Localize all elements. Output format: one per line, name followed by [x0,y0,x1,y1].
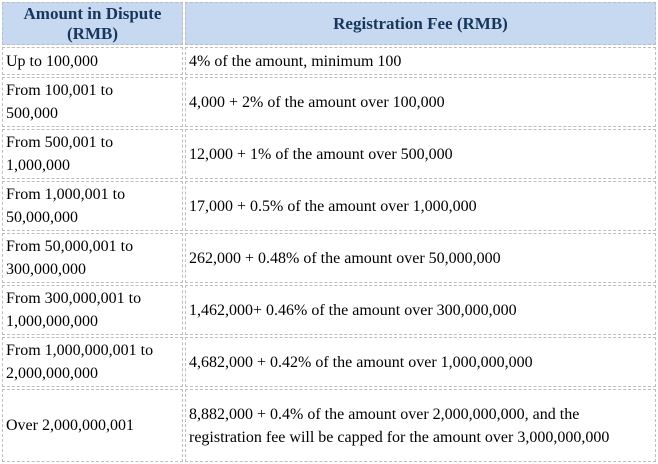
fee-cell: 4,682,000 + 0.42% of the amount over 1,0… [185,337,656,387]
table-row: From 1,000,000,001 to 2,000,000,000 4,68… [2,337,656,387]
fee-cell: 4,000 + 2% of the amount over 100,000 [185,77,656,127]
table-row: From 500,001 to 1,000,000 12,000 + 1% of… [2,129,656,179]
table-row: Over 2,000,000,001 8,882,000 + 0.4% of t… [2,389,656,462]
table-row: From 100,001 to 500,000 4,000 + 2% of th… [2,77,656,127]
amount-cell: From 300,000,001 to 1,000,000,000 [2,285,183,335]
amount-cell: Over 2,000,000,001 [2,389,183,462]
table-row: From 1,000,001 to 50,000,000 17,000 + 0.… [2,181,656,231]
fee-cell: 262,000 + 0.48% of the amount over 50,00… [185,233,656,283]
fee-cell: 17,000 + 0.5% of the amount over 1,000,0… [185,181,656,231]
amount-cell: Up to 100,000 [2,47,183,75]
table-row: Up to 100,000 4% of the amount, minimum … [2,47,656,75]
table-header: Amount in Dispute (RMB) Registration Fee… [2,2,656,45]
header-registration-fee: Registration Fee (RMB) [185,2,656,45]
amount-cell: From 50,000,001 to 300,000,000 [2,233,183,283]
fee-cell: 4% of the amount, minimum 100 [185,47,656,75]
fee-cell: 8,882,000 + 0.4% of the amount over 2,00… [185,389,656,462]
fee-cell: 12,000 + 1% of the amount over 500,000 [185,129,656,179]
amount-cell: From 1,000,000,001 to 2,000,000,000 [2,337,183,387]
header-row: Amount in Dispute (RMB) Registration Fee… [2,2,656,45]
header-amount-in-dispute: Amount in Dispute (RMB) [2,2,183,45]
table-body: Up to 100,000 4% of the amount, minimum … [2,47,656,462]
table-row: From 50,000,001 to 300,000,000 262,000 +… [2,233,656,283]
amount-cell: From 1,000,001 to 50,000,000 [2,181,183,231]
table-row: From 300,000,001 to 1,000,000,000 1,462,… [2,285,656,335]
fee-cell: 1,462,000+ 0.46% of the amount over 300,… [185,285,656,335]
amount-cell: From 100,001 to 500,000 [2,77,183,127]
amount-cell: From 500,001 to 1,000,000 [2,129,183,179]
